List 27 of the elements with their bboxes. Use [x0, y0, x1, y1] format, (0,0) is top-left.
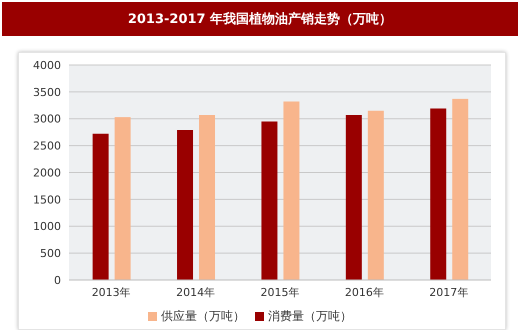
- bar: [177, 130, 194, 280]
- y-tick-label: 3500: [33, 86, 61, 99]
- chart-title: 2013-2017 年我国植物油产销走势（万吨）: [2, 2, 518, 36]
- y-tick-label: 4000: [33, 58, 61, 72]
- x-tick-label: 2016年: [344, 286, 384, 299]
- bar: [368, 110, 384, 280]
- y-tick-label: 1500: [33, 193, 61, 206]
- y-tick-label: 500: [40, 247, 61, 260]
- bar: [346, 114, 362, 280]
- legend-label: 供应量（万吨）: [161, 309, 245, 323]
- y-tick-label: 1000: [33, 220, 61, 234]
- bar: [92, 134, 109, 280]
- legend-label: 消费量（万吨）: [268, 309, 352, 323]
- x-tick-label: 2014年: [176, 286, 216, 299]
- bar: [430, 108, 446, 280]
- y-tick-label: 0: [54, 274, 61, 287]
- y-tick-label: 2000: [33, 166, 61, 180]
- y-tick-label: 3000: [33, 112, 61, 126]
- x-tick-label: 2017年: [429, 286, 468, 299]
- bar: [261, 121, 278, 280]
- bar: [114, 117, 131, 280]
- bar: [283, 102, 300, 280]
- x-tick-label: 2013年: [92, 286, 131, 299]
- bar: [199, 114, 216, 280]
- bar: [452, 98, 468, 280]
- y-tick-label: 2500: [33, 140, 61, 153]
- x-tick-label: 2015年: [260, 286, 300, 299]
